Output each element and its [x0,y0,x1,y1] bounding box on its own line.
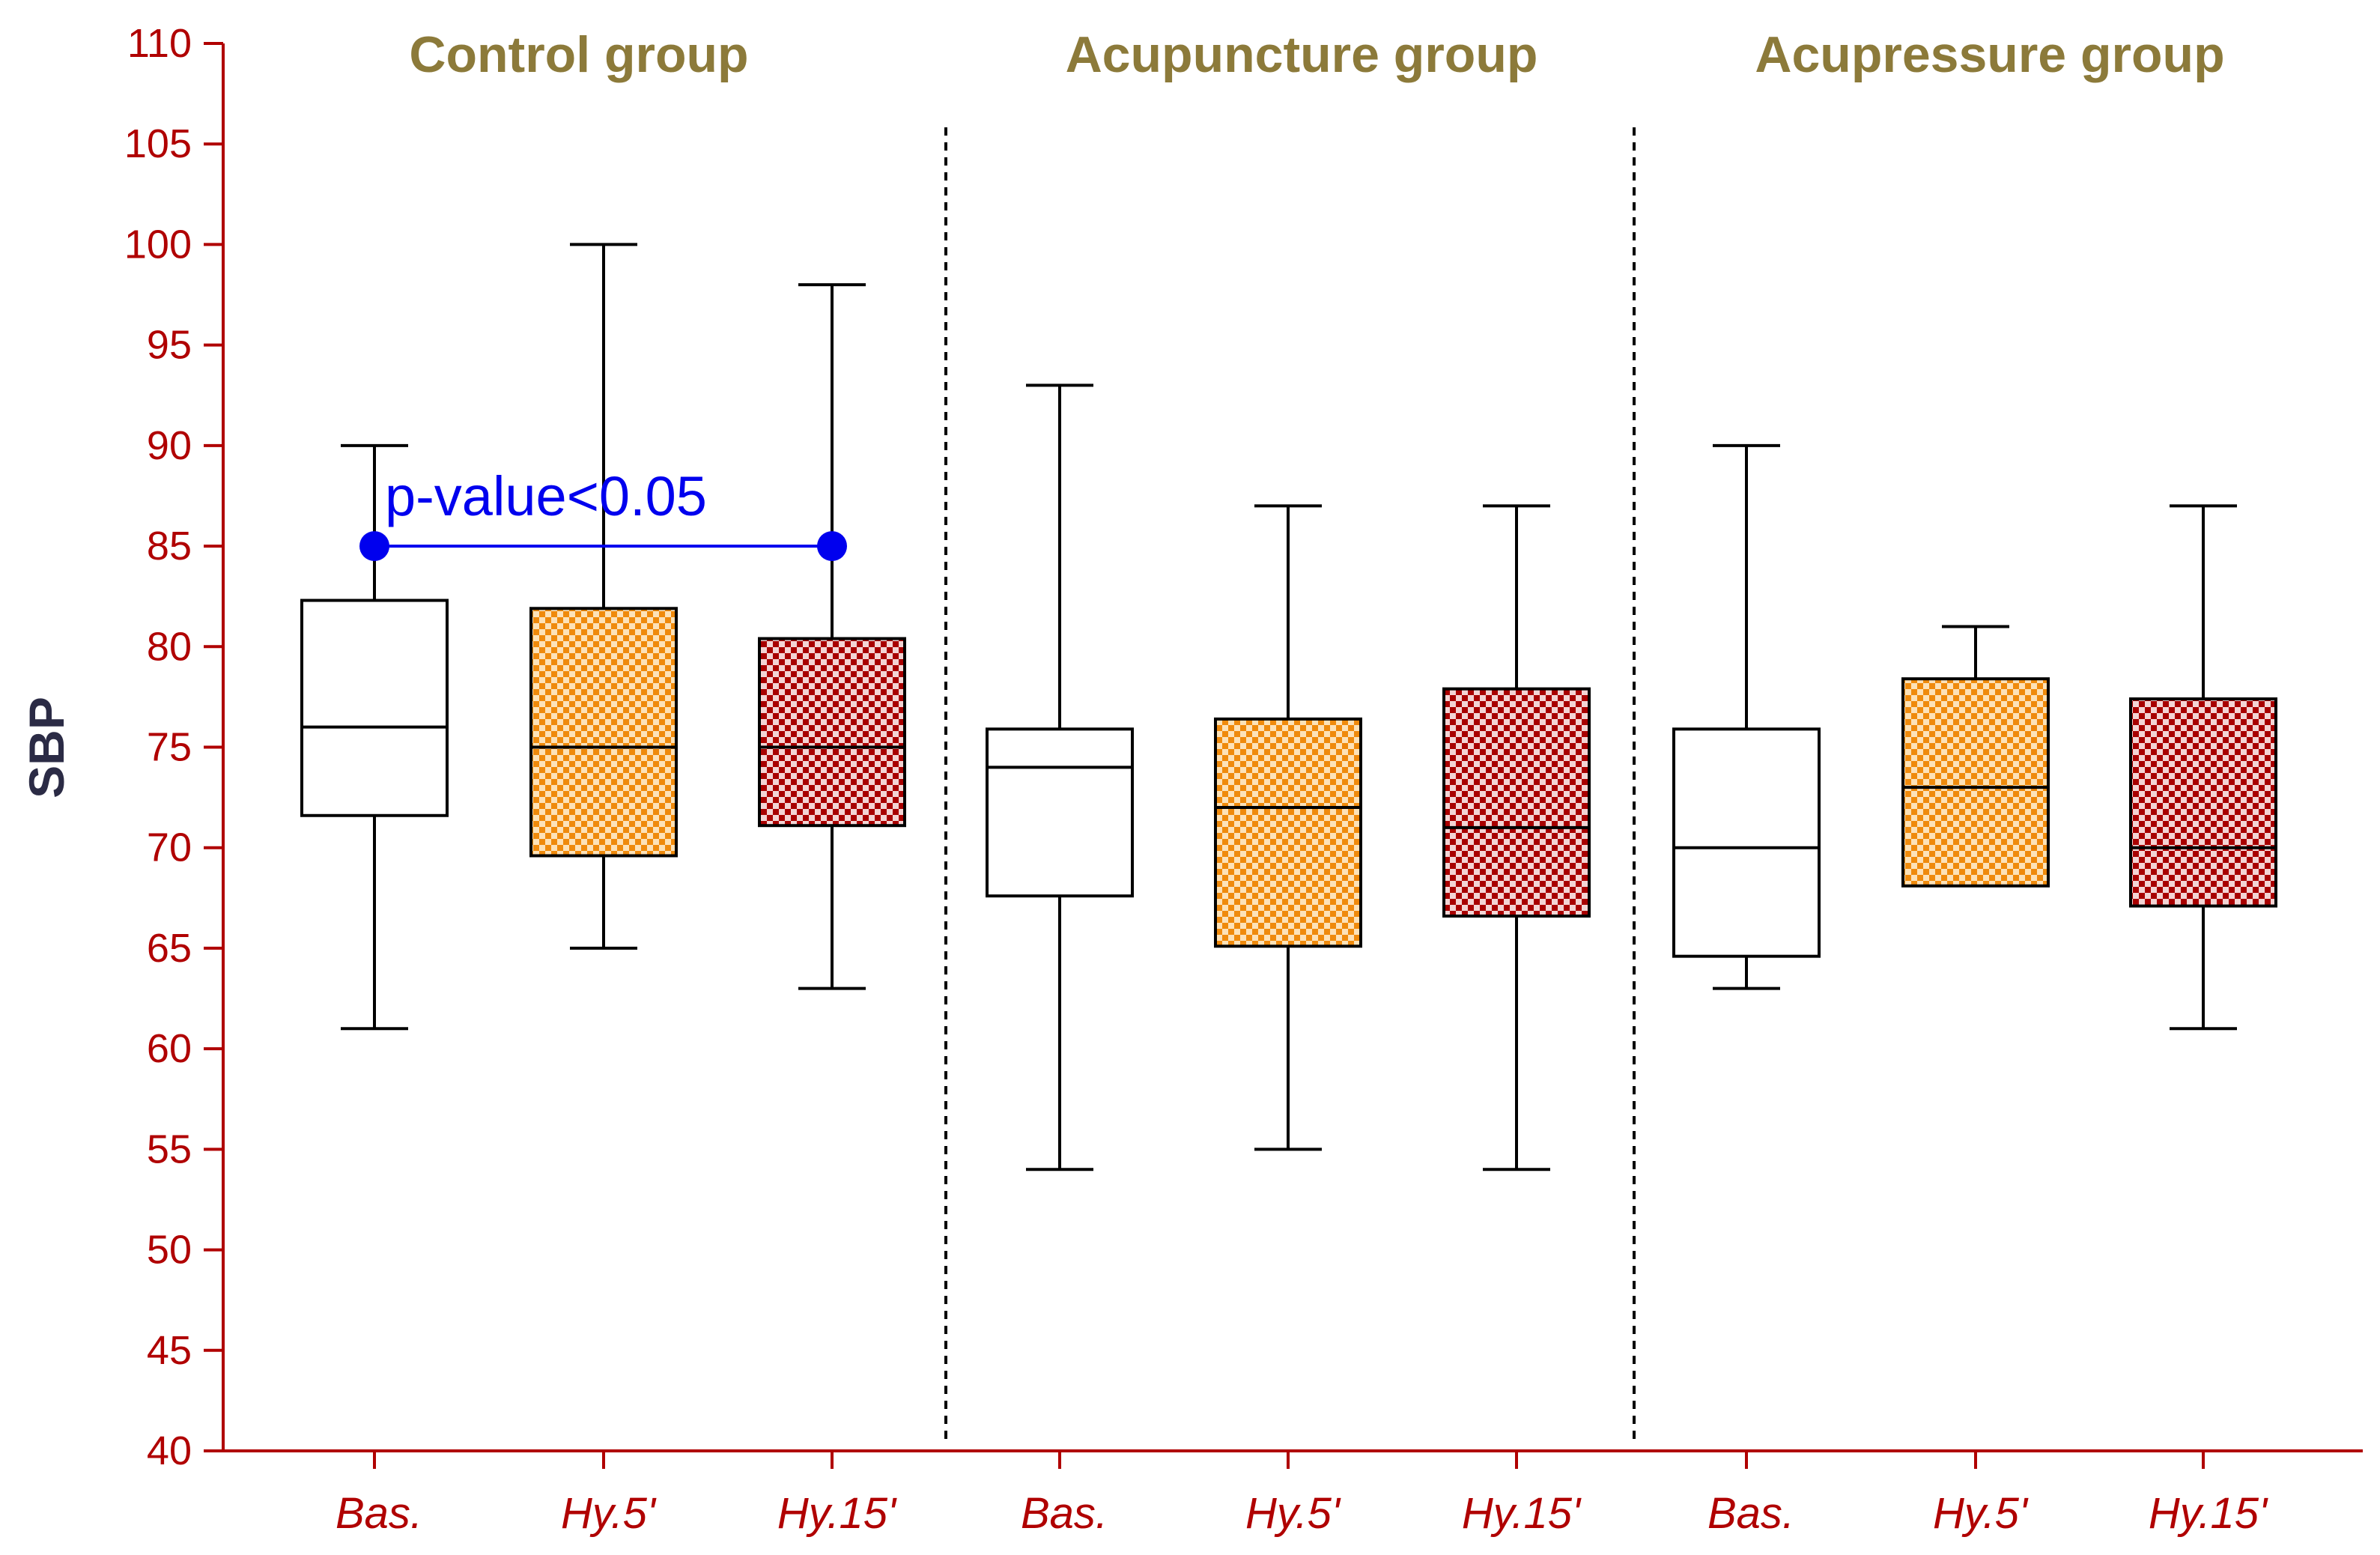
x-tick-label: Hy.5' [561,1489,657,1538]
y-tick-label: 70 [147,825,192,870]
box-iqr [1901,677,2050,888]
box-3-2 [1901,625,2050,888]
y-tick-label: 50 [147,1228,192,1273]
group-title: Acupressure group [1755,26,2224,83]
x-tick-label: Hy.5' [1933,1489,2029,1538]
box-2-2 [1214,504,1362,1151]
x-tick-label: Bas. [1021,1489,1108,1538]
y-tick-label: 95 [147,323,192,368]
x-tick-label: Hy.5' [1245,1489,1341,1538]
y-tick-label: 90 [147,423,192,468]
x-tick-label: Bas. [336,1489,422,1538]
y-tick-label: 85 [147,524,192,569]
box-series [300,243,2277,1171]
group-title: Acupuncture group [1066,26,1538,83]
y-tick-label: 45 [147,1328,192,1373]
x-tick-label: Hy.15' [2149,1489,2268,1538]
box-2-3 [1442,504,1591,1171]
box-iqr [758,637,906,828]
x-tick-label: Hy.15' [777,1489,897,1538]
y-tick-label: 55 [147,1127,192,1171]
significance-dot-start [359,531,389,562]
y-tick-label: 75 [147,725,192,770]
group-separators [944,127,1636,1440]
box-2-1 [986,384,1134,1171]
y-tick-label: 100 [124,222,192,267]
box-iqr [1214,717,1362,948]
box-iqr [1442,687,1591,918]
chart-labels: SBP Control group Acupuncture group Acupres… [19,26,2225,798]
box-iqr [2129,697,2277,908]
y-tick-label: 80 [147,624,192,669]
y-tick-label: 105 [124,121,192,166]
box-iqr [1672,727,1821,958]
box-iqr [529,607,678,858]
box-iqr [986,727,1134,898]
y-tick-label: 40 [147,1428,192,1473]
axes: 40 45 50 55 60 65 70 75 80 85 90 95 100 105 110 Bas. Hy.… [124,21,2363,1538]
box-iqr [300,598,449,817]
y-tick-label: 110 [127,21,192,66]
x-tick-label: Hy.15' [1462,1489,1582,1538]
significance-dot-end [817,531,847,562]
box-1-2 [529,243,678,950]
box-3-1 [1672,443,1821,990]
box-1-3 [758,283,906,990]
group-title: Control group [409,26,748,83]
y-tick-label: 60 [147,1026,192,1071]
y-axis-title: SBP [19,697,74,798]
y-tick-label: 65 [147,926,192,971]
significance-annotation: p-value<0.05 [359,465,847,562]
box-1-1 [300,443,449,1031]
significance-label: p-value<0.05 [385,465,707,527]
box-3-3 [2129,504,2277,1031]
x-tick-label: Bas. [1707,1489,1794,1538]
